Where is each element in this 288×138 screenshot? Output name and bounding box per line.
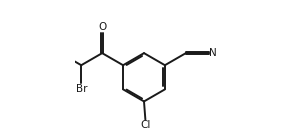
- Text: Br: Br: [75, 84, 87, 94]
- Text: O: O: [98, 22, 106, 32]
- Text: N: N: [209, 48, 217, 58]
- Text: Cl: Cl: [140, 120, 151, 130]
